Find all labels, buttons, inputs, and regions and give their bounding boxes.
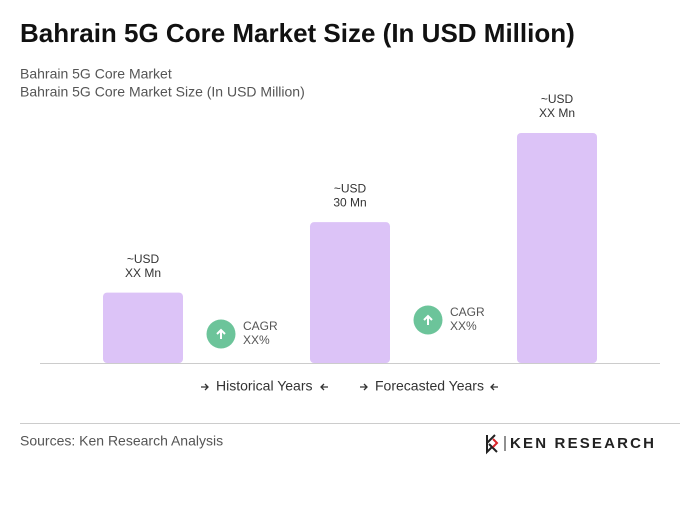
logo-accent [492,438,499,448]
legend-arrow [201,383,209,391]
source: Sources: Ken Research Analysis [20,433,223,449]
value-label: ~USD [541,92,574,106]
brand-name: KEN RESEARCH [510,435,654,452]
cagr-label: CAGR [450,305,485,319]
bar [517,133,597,363]
value-label: ~USD [127,252,160,266]
value-label: XX Mn [125,266,161,280]
legend-label: Forecasted Years [375,378,484,394]
chart-title: Bahrain 5G Core Market Size (In USD Mill… [20,18,575,48]
value-label: XX Mn [539,106,575,120]
legend-arrow [320,383,328,391]
cagr-label: XX% [243,333,270,347]
logo-icon [486,434,498,455]
cagr-label: XX% [450,319,477,333]
legend-label: Historical Years [216,378,313,394]
legend: Historical Years Forecasted Years [201,378,498,394]
cagr-label: CAGR [243,319,278,333]
value-label: ~USD [334,181,367,195]
value-label: 30 Mn [333,195,366,209]
cagr-arrow [423,314,433,325]
bar [310,222,390,363]
subtitle: Bahrain 5G Core Market [20,66,172,82]
bar [103,292,183,363]
legend-arrow [490,383,498,391]
cagr-arrow [216,328,226,339]
brand-logo: KEN RESEARCH [486,434,654,455]
legend-arrow [360,383,368,391]
subtitle: Bahrain 5G Core Market Size (In USD Mill… [20,84,305,100]
